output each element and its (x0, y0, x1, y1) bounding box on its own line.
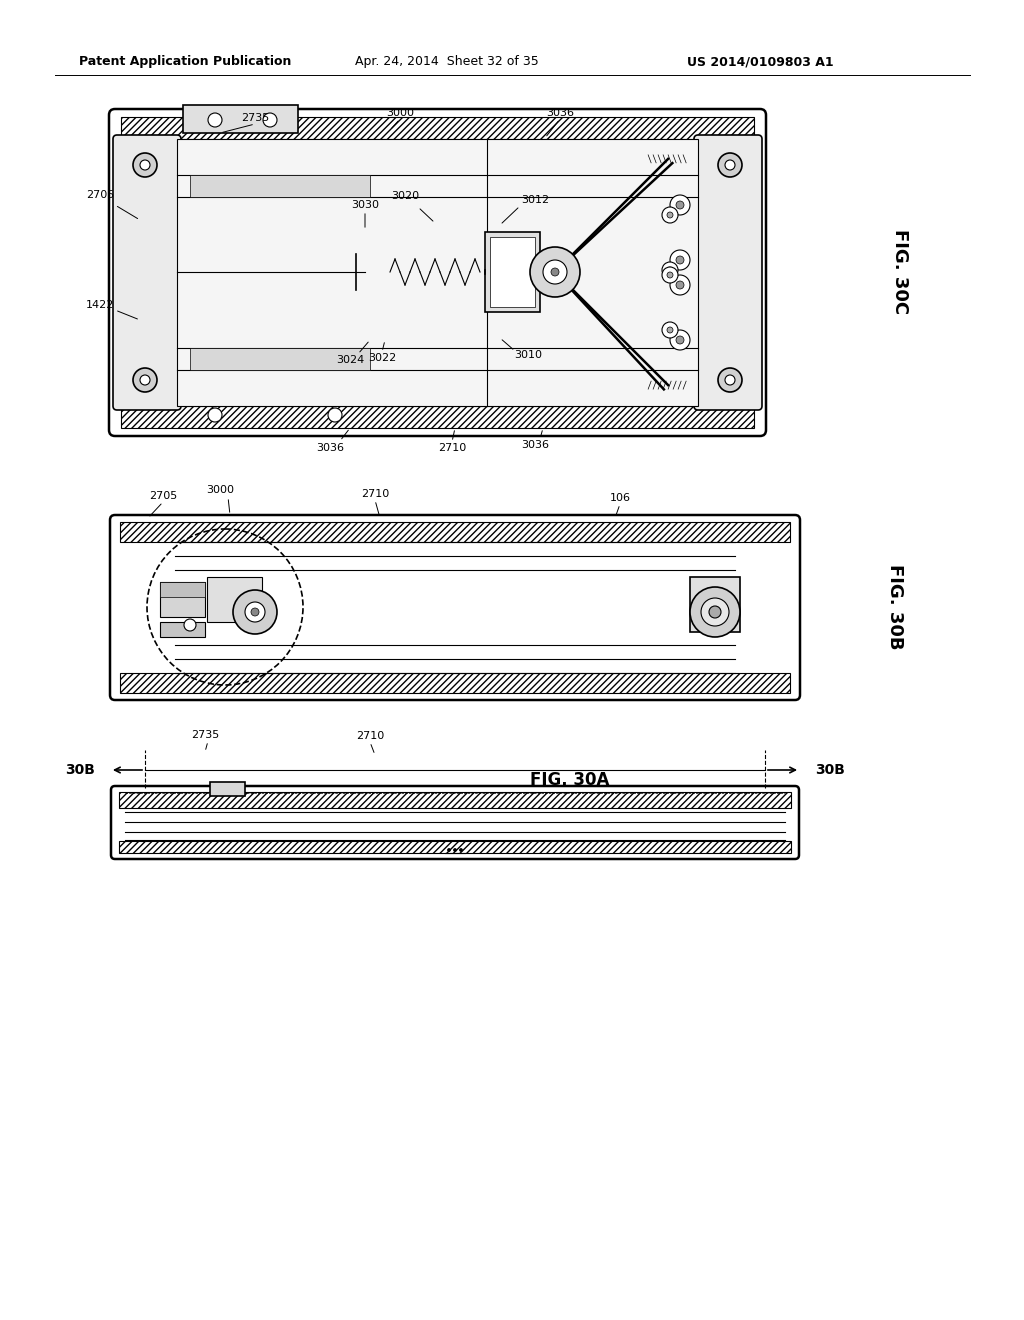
Circle shape (530, 247, 580, 297)
Bar (120, 673, 790, 693)
Text: 3000: 3000 (206, 484, 234, 495)
Bar (121, 407, 754, 428)
Circle shape (676, 337, 684, 345)
Circle shape (551, 268, 559, 276)
Text: 3022: 3022 (368, 352, 396, 363)
FancyBboxPatch shape (111, 785, 799, 859)
Circle shape (670, 195, 690, 215)
Circle shape (701, 598, 729, 626)
Circle shape (725, 375, 735, 385)
Bar (160, 582, 205, 597)
Circle shape (447, 849, 451, 851)
Text: FIG. 30B: FIG. 30B (886, 564, 904, 649)
Circle shape (140, 375, 150, 385)
Circle shape (184, 619, 196, 631)
Circle shape (667, 327, 673, 333)
Text: 2710: 2710 (438, 444, 466, 453)
Circle shape (667, 267, 673, 273)
Text: FIG. 30A: FIG. 30A (530, 771, 609, 789)
Text: 3000: 3000 (386, 108, 414, 117)
Bar (119, 792, 791, 808)
Circle shape (133, 368, 157, 392)
Circle shape (662, 261, 678, 279)
Circle shape (208, 408, 222, 422)
Circle shape (725, 160, 735, 170)
Text: 3024: 3024 (336, 355, 365, 366)
Bar (190, 176, 370, 197)
Circle shape (454, 849, 457, 851)
Text: FIG. 30C: FIG. 30C (891, 230, 909, 314)
Circle shape (133, 153, 157, 177)
Circle shape (667, 272, 673, 279)
Bar (121, 117, 754, 139)
Circle shape (233, 590, 278, 634)
Circle shape (460, 849, 463, 851)
Circle shape (670, 249, 690, 271)
Circle shape (718, 153, 742, 177)
Circle shape (670, 275, 690, 294)
Text: 3036: 3036 (521, 440, 549, 450)
FancyBboxPatch shape (694, 135, 762, 411)
Text: 106: 106 (609, 492, 631, 503)
FancyBboxPatch shape (113, 135, 181, 411)
FancyBboxPatch shape (110, 515, 800, 700)
Bar (160, 582, 205, 616)
Bar (177, 139, 698, 407)
Circle shape (662, 322, 678, 338)
Circle shape (140, 160, 150, 170)
Circle shape (662, 267, 678, 282)
Text: 2735: 2735 (241, 114, 269, 123)
Text: 30B: 30B (66, 763, 95, 777)
Text: 3012: 3012 (521, 195, 549, 205)
Circle shape (718, 368, 742, 392)
Bar (183, 106, 298, 133)
Circle shape (690, 587, 740, 638)
FancyBboxPatch shape (109, 110, 766, 436)
Bar (119, 841, 791, 853)
Text: 2705: 2705 (148, 491, 177, 502)
Text: 3036: 3036 (546, 108, 574, 117)
Text: 2710: 2710 (356, 731, 384, 741)
Bar (190, 348, 370, 370)
Text: 3020: 3020 (391, 191, 419, 201)
Circle shape (676, 256, 684, 264)
Circle shape (662, 207, 678, 223)
Circle shape (208, 114, 222, 127)
Text: 3036: 3036 (316, 444, 344, 453)
Bar (120, 521, 790, 543)
Text: Patent Application Publication: Patent Application Publication (79, 55, 291, 69)
Circle shape (676, 201, 684, 209)
Bar (485, 232, 540, 312)
Text: US 2014/0109803 A1: US 2014/0109803 A1 (687, 55, 834, 69)
Bar (207, 577, 262, 622)
Circle shape (251, 609, 259, 616)
Bar (490, 238, 535, 308)
Circle shape (263, 114, 278, 127)
Circle shape (670, 330, 690, 350)
Text: 2710: 2710 (360, 488, 389, 499)
Text: 2705: 2705 (86, 190, 114, 201)
Circle shape (543, 260, 567, 284)
Bar (160, 622, 205, 638)
Text: 3030: 3030 (351, 201, 379, 210)
Circle shape (667, 213, 673, 218)
Bar (210, 781, 245, 796)
Circle shape (709, 606, 721, 618)
Text: 30B: 30B (815, 763, 845, 777)
Circle shape (676, 281, 684, 289)
Text: 3010: 3010 (514, 350, 542, 360)
Text: 2735: 2735 (190, 730, 219, 741)
Text: Apr. 24, 2014  Sheet 32 of 35: Apr. 24, 2014 Sheet 32 of 35 (355, 55, 539, 69)
Text: 1422: 1422 (86, 300, 115, 310)
Bar (690, 577, 740, 632)
Circle shape (328, 408, 342, 422)
Circle shape (245, 602, 265, 622)
